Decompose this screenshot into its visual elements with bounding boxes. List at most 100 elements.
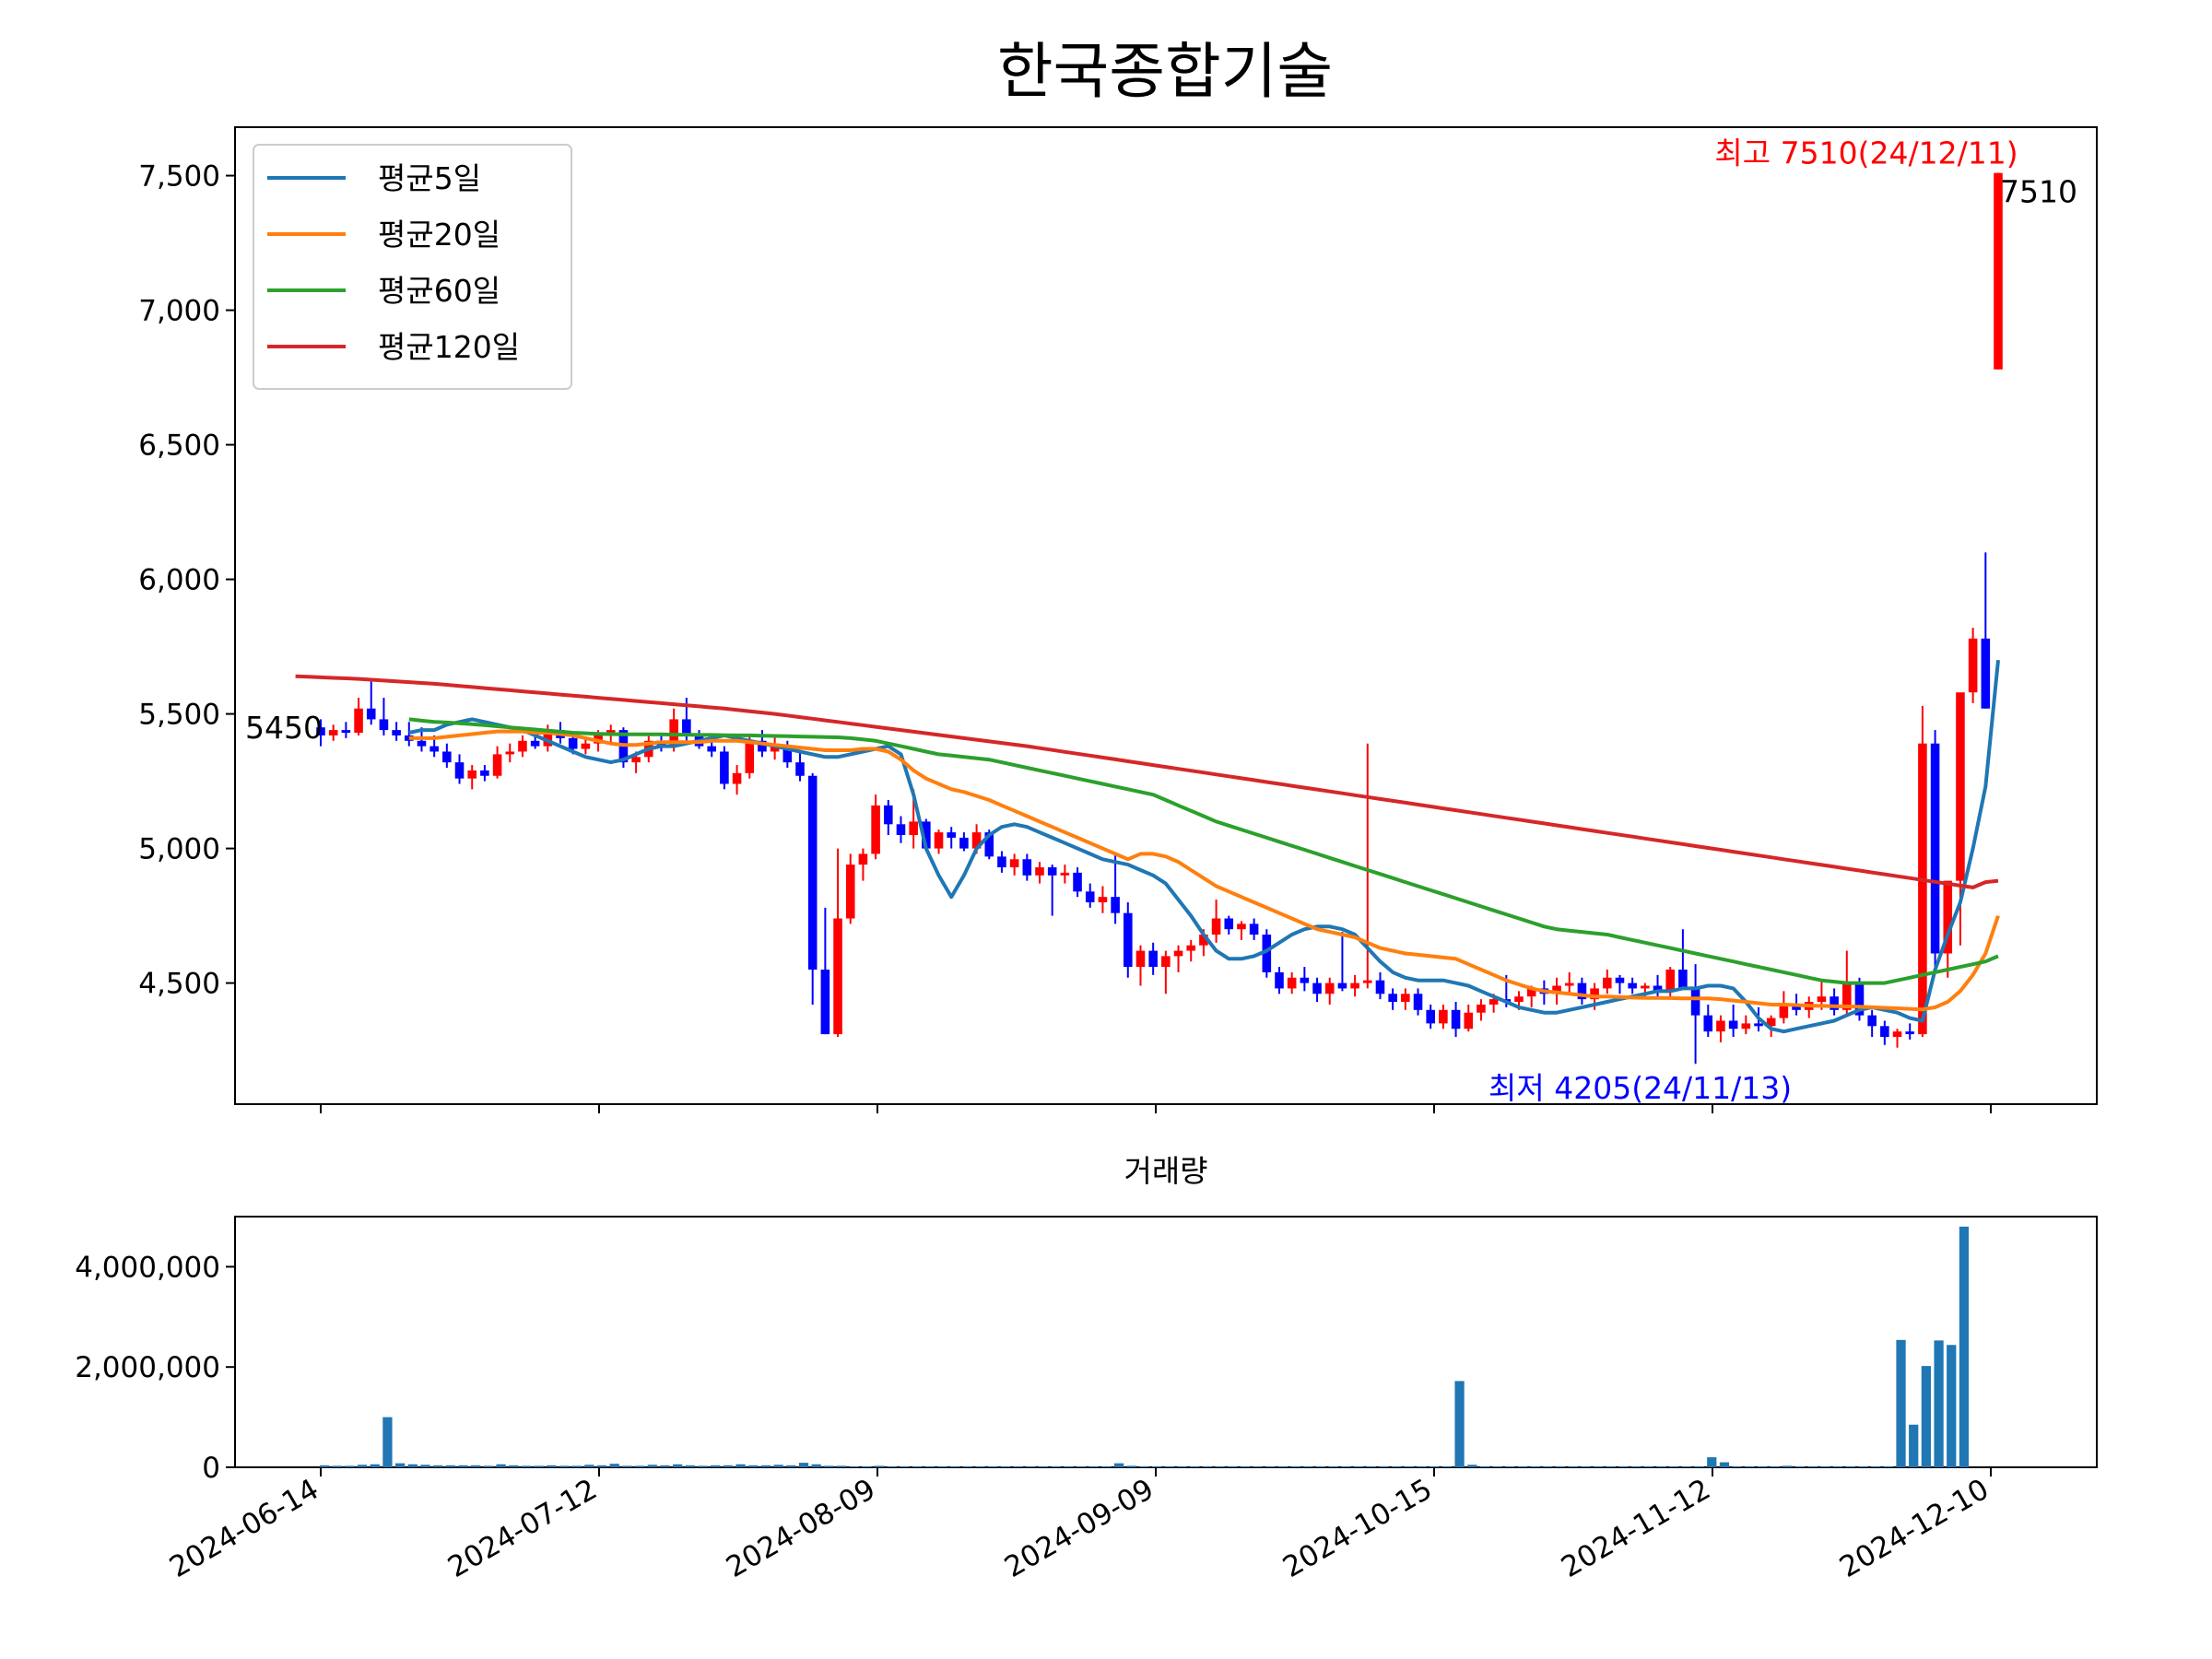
candle-body (1199, 935, 1208, 946)
volume-bar (1832, 1465, 1843, 1467)
price-y-tick-label: 7,000 (138, 295, 220, 328)
volume-bar (433, 1465, 443, 1467)
volume-bar (811, 1464, 821, 1467)
x-tick-label: 2024-09-09 (999, 1473, 1159, 1584)
volume-bar (319, 1465, 330, 1467)
candle-body (1173, 950, 1183, 957)
candle-body (467, 770, 477, 779)
candle-body (417, 740, 427, 747)
volume-bar (1341, 1465, 1351, 1467)
max-value-label: 7510 (2000, 174, 2077, 210)
candle-body (1728, 1020, 1738, 1030)
volume-bar (1543, 1465, 1553, 1467)
candle-body (1792, 1004, 1801, 1010)
candle-body (1337, 982, 1347, 989)
volume-bar (1265, 1465, 1276, 1467)
candle-body (1401, 994, 1410, 1003)
candle-body (1603, 977, 1612, 989)
volume-bar (1441, 1465, 1453, 1467)
volume-bar (1076, 1465, 1087, 1467)
candle-body (1892, 1031, 1902, 1037)
volume-bar (1732, 1465, 1742, 1467)
volume-bar (496, 1464, 506, 1467)
volume-bar (1757, 1465, 1768, 1467)
candle-body (959, 837, 969, 849)
legend-label-ma60: 평균60일 (378, 273, 500, 309)
chart-title: 한국종합기술 (997, 36, 1333, 107)
candle-body (379, 719, 389, 731)
volume-bar (471, 1465, 481, 1467)
candle-body (1426, 1009, 1435, 1024)
candle-body (1312, 982, 1322, 994)
ma-line-2 (408, 717, 1999, 985)
volume-bar (521, 1465, 532, 1467)
volume-bar (382, 1417, 393, 1467)
volume-bar (824, 1465, 834, 1467)
x-tick-label: 2024-08-09 (721, 1473, 881, 1584)
candle-body (1451, 1009, 1461, 1030)
volume-y-axis: 0 2,000,000 4,000,000 (75, 1251, 235, 1485)
candle-body (770, 746, 780, 752)
volume-bar (1353, 1465, 1364, 1467)
candle-body (530, 740, 540, 747)
candle-body (354, 708, 363, 734)
volume-bar (1707, 1457, 1717, 1467)
volume-bar (1517, 1465, 1528, 1467)
candle-body (669, 719, 678, 747)
candle-body (1262, 935, 1272, 972)
volume-bar (773, 1465, 783, 1467)
volume-bar (836, 1465, 847, 1467)
candle-body (1124, 912, 1133, 968)
volume-subtitle: 거래량 (1124, 1153, 1207, 1189)
volume-bar (534, 1465, 544, 1467)
candle-body (1526, 988, 1536, 997)
volume-bar (1064, 1465, 1074, 1467)
candle-body (1060, 872, 1070, 876)
volume-bar (483, 1465, 494, 1467)
price-y-tick-label: 5,500 (138, 699, 220, 732)
volume-bar (1430, 1465, 1440, 1467)
candle-body (1678, 969, 1688, 989)
volume-bar (887, 1465, 897, 1467)
volume-bar (1000, 1465, 1011, 1467)
candle-body (1488, 999, 1499, 1005)
volume-bar (673, 1464, 683, 1467)
volume-bar (1303, 1465, 1313, 1467)
x-tick-label: 2024-07-12 (442, 1473, 603, 1584)
volume-bar (1152, 1465, 1162, 1467)
candle-body (1943, 880, 1953, 954)
candle-body (392, 730, 401, 735)
candle-body (1905, 1031, 1914, 1035)
candle-body (1275, 971, 1284, 989)
volume-bar (950, 1465, 960, 1467)
volume-bar (975, 1465, 985, 1467)
price-y-tick-label: 4,500 (138, 968, 220, 1001)
candle-body (1464, 1012, 1474, 1030)
candle-body (1439, 1009, 1448, 1024)
ma-line-3 (295, 674, 1999, 889)
candle-body (884, 805, 893, 825)
candle-body (631, 757, 641, 763)
volume-bar (584, 1465, 594, 1467)
legend-box (253, 144, 572, 390)
candle-body (1552, 985, 1561, 994)
candle-body (543, 730, 553, 747)
volume-bar (698, 1465, 708, 1467)
candle-body (1035, 867, 1044, 876)
volume-bar (1794, 1465, 1806, 1467)
volume-bar (1379, 1465, 1389, 1467)
candle-body (896, 824, 906, 835)
volume-bar (1947, 1345, 1957, 1467)
volume-y-tick-label: 0 (202, 1452, 220, 1485)
volume-bar (1202, 1465, 1213, 1467)
legend-label-ma5: 평균5일 (378, 160, 481, 196)
volume-bar (1253, 1465, 1263, 1467)
candle-body (871, 805, 880, 854)
annotations: 5450 최고 7510(24/12/11) 7510 최저 4205(24/1… (245, 135, 2077, 1107)
candle-body (492, 754, 502, 776)
candle-body (1930, 743, 1940, 954)
volume-bar (1113, 1463, 1124, 1467)
candle-body (758, 740, 767, 752)
